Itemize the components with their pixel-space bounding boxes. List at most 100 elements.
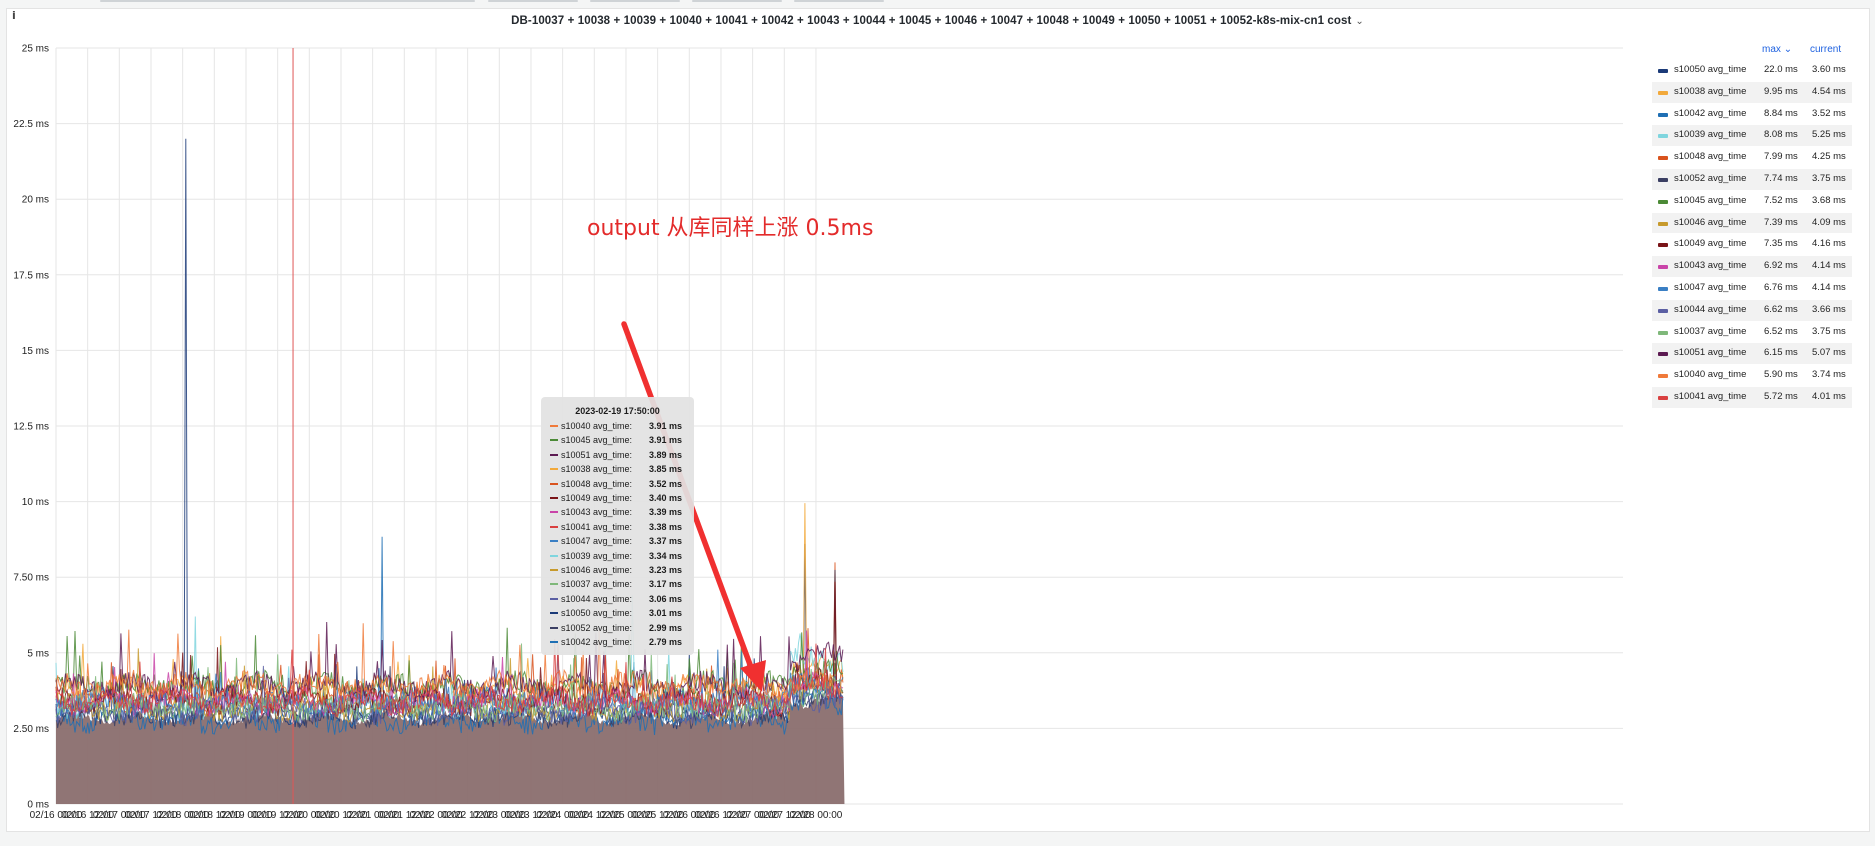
legend-max-value: 8.08 ms — [1764, 129, 1798, 141]
series-swatch — [1658, 395, 1668, 400]
series-swatch — [550, 612, 558, 615]
legend-max-value: 7.35 ms — [1764, 238, 1798, 250]
info-icon[interactable]: i — [12, 9, 16, 22]
legend-col-max-label: max — [1762, 44, 1781, 55]
legend-max-value: 7.52 ms — [1764, 194, 1798, 206]
tooltip-row: s10049 avg_time: 3.40 ms — [550, 491, 690, 505]
tooltip-series-name: s10040 avg_time: — [561, 421, 633, 431]
series-swatch — [550, 425, 558, 427]
chevron-down-icon[interactable]: ⌄ — [1355, 16, 1364, 27]
tooltip-series-name: s10046 avg_time: — [561, 565, 633, 575]
tooltip-series-name: s10052 avg_time: — [561, 622, 633, 633]
legend-series-name: s10052 avg_time — [1674, 172, 1747, 184]
legend-col-max[interactable]: max ⌄ — [1762, 44, 1792, 55]
series-swatch — [1658, 112, 1668, 117]
legend-current-value: 4.14 ms — [1812, 281, 1846, 293]
legend-series-name: s10044 avg_time — [1674, 303, 1747, 315]
series-swatch — [1658, 221, 1668, 226]
tooltip-value: 3.34 ms — [649, 550, 683, 561]
legend-max-value: 6.52 ms — [1764, 325, 1798, 337]
chevron-down-icon: ⌄ — [1783, 44, 1793, 55]
tooltip-value: 3.91 ms — [649, 421, 683, 431]
tooltip-row: s10040 avg_time: 3.91 ms — [550, 419, 690, 433]
x-tick-label: 02/24 12:00 — [568, 810, 621, 821]
series-line — [55, 643, 844, 724]
legend-item[interactable]: s10051 avg_time 6.15 ms 5.07 ms — [1652, 343, 1852, 366]
x-tick-label: 02/24 00:00 — [536, 810, 589, 821]
legend-item[interactable]: s10041 avg_time 5.72 ms 4.01 ms — [1652, 386, 1852, 409]
series-swatch — [550, 439, 558, 442]
legend-item[interactable]: s10038 avg_time 9.95 ms 4.54 ms — [1652, 81, 1852, 104]
x-tick-label: 02/21 12:00 — [378, 810, 431, 821]
legend-max-value: 7.74 ms — [1764, 172, 1798, 184]
x-tick-label: 02/22 12:00 — [441, 810, 494, 821]
legend-col-current[interactable]: current — [1810, 44, 1842, 55]
series-swatch — [1658, 199, 1668, 204]
series-swatch — [1658, 330, 1668, 335]
chart-series-lines — [55, 138, 844, 736]
y-tick-label: 25 ms — [22, 44, 49, 55]
legend-item[interactable]: s10042 avg_time 8.84 ms 3.52 ms — [1652, 104, 1852, 126]
legend-item[interactable]: s10037 avg_time 6.52 ms 3.75 ms — [1652, 322, 1852, 344]
series-swatch — [1658, 265, 1668, 270]
legend-current-value: 4.54 ms — [1812, 85, 1846, 97]
x-tick-label: 02/16 00:00 — [30, 810, 83, 821]
legend-current-value: 4.14 ms — [1812, 260, 1846, 272]
legend-item[interactable]: s10045 avg_time 7.52 ms 3.68 ms — [1652, 191, 1852, 213]
series-swatch — [1658, 374, 1668, 379]
y-tick-label: 10 ms — [22, 497, 49, 508]
legend-max-value: 6.92 ms — [1764, 260, 1798, 272]
legend-max-value: 8.84 ms — [1764, 107, 1798, 119]
tooltip-series-name: s10037 avg_time: — [561, 579, 633, 590]
series-swatch — [1658, 352, 1668, 357]
y-tick-label: 17.5 ms — [13, 270, 49, 281]
legend-item[interactable]: s10048 avg_time 7.99 ms 4.25 ms — [1652, 147, 1852, 169]
legend-series-name: s10051 avg_time — [1674, 347, 1747, 359]
tooltip-series-name: s10038 avg_time: — [561, 464, 633, 475]
legend-item[interactable]: s10044 avg_time 6.62 ms 3.66 ms — [1652, 299, 1852, 322]
legend-max-value: 5.72 ms — [1764, 390, 1798, 402]
tooltip-row: s10051 avg_time: 3.89 ms — [550, 448, 690, 462]
tooltip-value: 3.52 ms — [649, 478, 683, 489]
panel-title[interactable]: DB-10037 + 10038 + 10039 + 10040 + 10041… — [0, 15, 1875, 27]
legend-item[interactable]: s10043 avg_time 6.92 ms 4.14 ms — [1652, 256, 1852, 278]
legend-item[interactable]: s10047 avg_time 6.76 ms 4.14 ms — [1652, 278, 1852, 300]
legend-series-name: s10040 avg_time — [1674, 369, 1747, 381]
legend-max-value: 6.62 ms — [1764, 303, 1798, 315]
tooltip-series-name: s10045 avg_time: — [561, 435, 633, 446]
tooltip-series-name: s10050 avg_time: — [561, 608, 633, 619]
series-swatch — [550, 583, 558, 586]
legend-item[interactable]: s10040 avg_time 5.90 ms 3.74 ms — [1652, 365, 1852, 387]
tooltip-value: 3.91 ms — [649, 435, 683, 446]
tooltip-row: s10052 avg_time: 2.99 ms — [550, 621, 690, 635]
legend-item[interactable]: s10050 avg_time 22.0 ms 3.60 ms — [1652, 60, 1852, 82]
legend-series-name: s10037 avg_time — [1674, 325, 1747, 337]
legend-current-value: 3.75 ms — [1812, 172, 1846, 184]
series-line — [55, 623, 843, 703]
legend-series-name: s10039 avg_time — [1674, 129, 1747, 141]
y-tick-label: 5 ms — [27, 648, 49, 659]
tooltip-series-name: s10039 avg_time: — [561, 550, 633, 561]
tooltip-time: 2023-02-19 17:50:00 — [575, 406, 660, 416]
legend-item[interactable]: s10049 avg_time 7.35 ms 4.16 ms — [1652, 234, 1852, 257]
x-tick-label: 02/19 12:00 — [251, 810, 304, 821]
legend-max-value: 6.15 ms — [1764, 347, 1798, 359]
x-tick-label: 02/26 12:00 — [695, 810, 748, 821]
tooltip-value: 2.79 ms — [649, 637, 683, 647]
tooltip-row: s10045 avg_time: 3.91 ms — [550, 433, 690, 447]
series-line — [55, 665, 844, 727]
panel-title-text: DB-10037 + 10038 + 10039 + 10040 + 10041… — [511, 15, 1352, 27]
x-tick-label: 02/25 12:00 — [631, 810, 684, 821]
legend-current-value: 3.66 ms — [1812, 303, 1846, 315]
y-tick-label: 15 ms — [22, 346, 49, 357]
legend-current-value: 4.25 ms — [1812, 151, 1846, 163]
tooltip-row: s10043 avg_time: 3.39 ms — [550, 505, 690, 519]
series-swatch — [1658, 177, 1668, 182]
legend-series-name: s10048 avg_time — [1674, 151, 1747, 163]
legend-item[interactable]: s10046 avg_time 7.39 ms 4.09 ms — [1652, 212, 1852, 235]
legend-item[interactable]: s10052 avg_time 7.74 ms 3.75 ms — [1652, 168, 1852, 191]
legend-max-value: 5.90 ms — [1764, 369, 1798, 381]
legend-series-name: s10038 avg_time — [1674, 85, 1747, 97]
legend-item[interactable]: s10039 avg_time 8.08 ms 5.25 ms — [1652, 125, 1852, 148]
